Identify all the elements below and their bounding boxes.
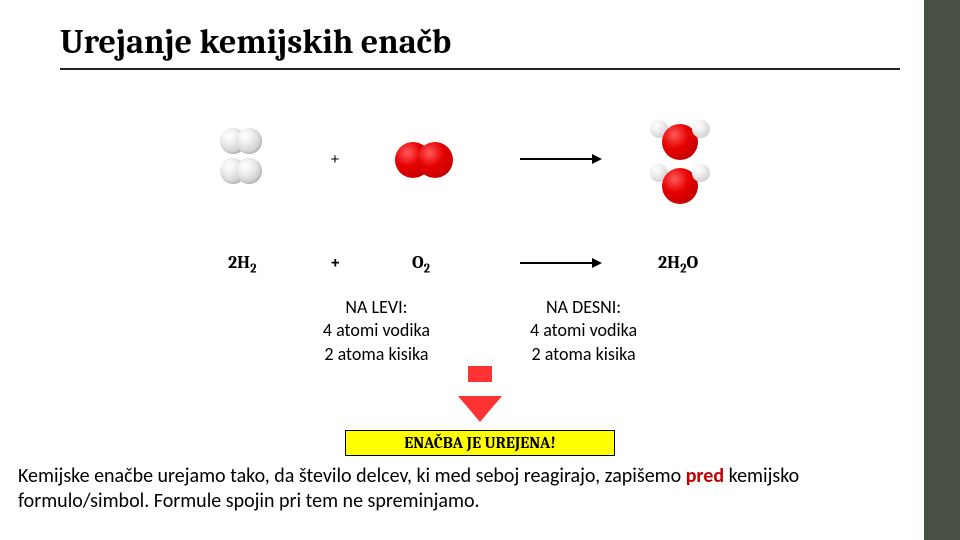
slide-content: Urejanje kemijskih enačb + (0, 0, 960, 456)
result-banner: ENAČBA JE UREJENA! (345, 430, 615, 456)
down-arrow-icon (60, 366, 900, 422)
left-count-heading: NA LEVI: (323, 296, 430, 319)
formula-o2: O2 (412, 252, 430, 277)
explanation-red-word: pred (686, 464, 724, 488)
oxygen-molecule (395, 142, 457, 180)
right-count-line: 4 atomi vodika (530, 319, 637, 342)
reaction-arrow-icon (520, 158, 600, 160)
formula-2h2: 2H2 (228, 252, 256, 277)
explanation-paragraph: Kemijske enačbe urejamo tako, da število… (18, 464, 900, 514)
side-accent-stripe (924, 0, 960, 540)
h-atom-icon (236, 128, 262, 154)
atom-counts-row: NA LEVI: 4 atomi vodika 2 atoma kisika N… (60, 296, 900, 366)
right-count-box: NA DESNI: 4 atomi vodika 2 atoma kisika (530, 296, 637, 366)
h-atom-icon (692, 120, 710, 138)
left-count-box: NA LEVI: 4 atomi vodika 2 atoma kisika (323, 296, 430, 366)
right-count-line: 2 atoma kisika (530, 343, 637, 366)
explanation-text-1: Kemijske enačbe urejamo tako, da število… (18, 464, 686, 488)
left-count-line: 4 atomi vodika (323, 319, 430, 342)
h-atom-icon (692, 164, 710, 182)
formula-plus: + (330, 252, 341, 273)
water-molecules-pair (650, 120, 710, 200)
h2-molecule (220, 158, 276, 186)
chemical-formula-row: 2H2 + O2 2H2O (180, 252, 780, 282)
hydrogen-molecules-pair (220, 128, 276, 188)
h2o-molecule (650, 164, 710, 206)
formula-arrow (520, 252, 600, 273)
molecule-equation-diagram: + (180, 98, 780, 248)
right-count-heading: NA DESNI: (530, 296, 637, 319)
h2o-molecule (650, 120, 710, 162)
formula-2h2o: 2H2O (658, 252, 698, 277)
plus-symbol: + (330, 148, 340, 169)
page-title: Urejanje kemijskih enačb (60, 22, 900, 70)
o-atom-icon (417, 142, 453, 178)
h2-molecule (220, 128, 276, 156)
h-atom-icon (236, 158, 262, 184)
left-count-line: 2 atoma kisika (323, 343, 430, 366)
